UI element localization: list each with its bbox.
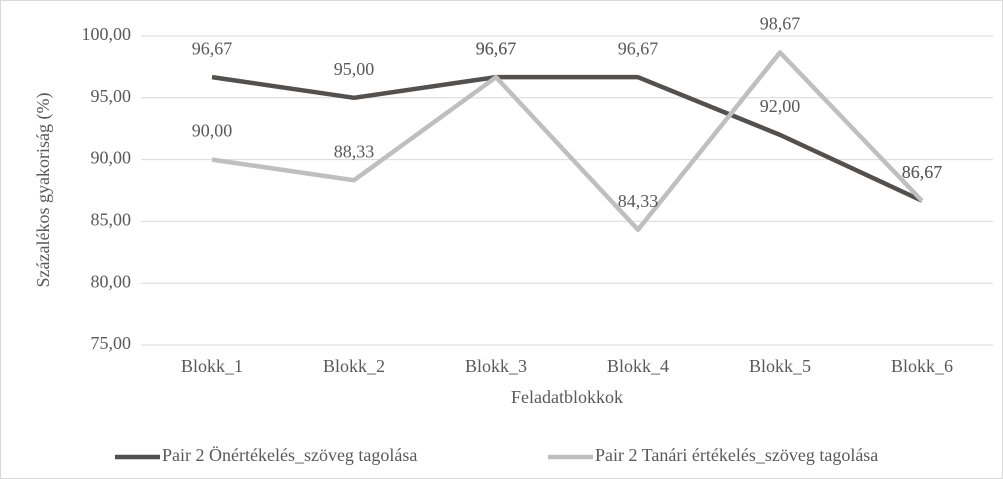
x-tick-label: Blokk_3 — [465, 356, 527, 376]
legend-label: Pair 2 Önértékelés_szöveg tagolása — [162, 445, 417, 465]
y-tick-label: 80,00 — [91, 271, 132, 291]
y-tick-label: 75,00 — [91, 333, 132, 353]
y-axis-title: Százalékos gyakoriság (%) — [33, 93, 54, 288]
x-tick-label: Blokk_4 — [607, 356, 669, 376]
legend-label: Pair 2 Tanári értékelés_szöveg tagolása — [595, 445, 878, 465]
data-label: 95,00 — [334, 59, 375, 79]
y-tick-label: 100,00 — [82, 24, 132, 44]
series-line — [211, 50, 924, 232]
data-label: 96,67 — [476, 38, 517, 58]
y-tick-label: 85,00 — [91, 210, 132, 230]
y-tick-label: 95,00 — [91, 86, 132, 106]
x-tick-label: Blokk_6 — [891, 356, 953, 376]
data-label: 98,67 — [760, 14, 801, 34]
data-label: 96,67 — [476, 38, 517, 58]
data-label: 96,67 — [192, 38, 233, 58]
x-tick-label: Blokk_5 — [749, 356, 811, 376]
data-label: 86,67 — [902, 162, 943, 182]
data-label: 88,33 — [334, 141, 375, 161]
series-line — [211, 74, 923, 203]
y-tick-label: 90,00 — [91, 148, 132, 168]
data-label: 96,67 — [618, 38, 659, 58]
x-tick-label: Blokk_1 — [181, 356, 243, 376]
data-label: 90,00 — [192, 121, 233, 141]
x-axis-title: Feladatblokkok — [511, 387, 623, 407]
x-tick-label: Blokk_2 — [323, 356, 385, 376]
data-label: 84,33 — [618, 191, 659, 211]
data-label: 86,67 — [902, 162, 943, 182]
data-label: 92,00 — [760, 96, 801, 116]
